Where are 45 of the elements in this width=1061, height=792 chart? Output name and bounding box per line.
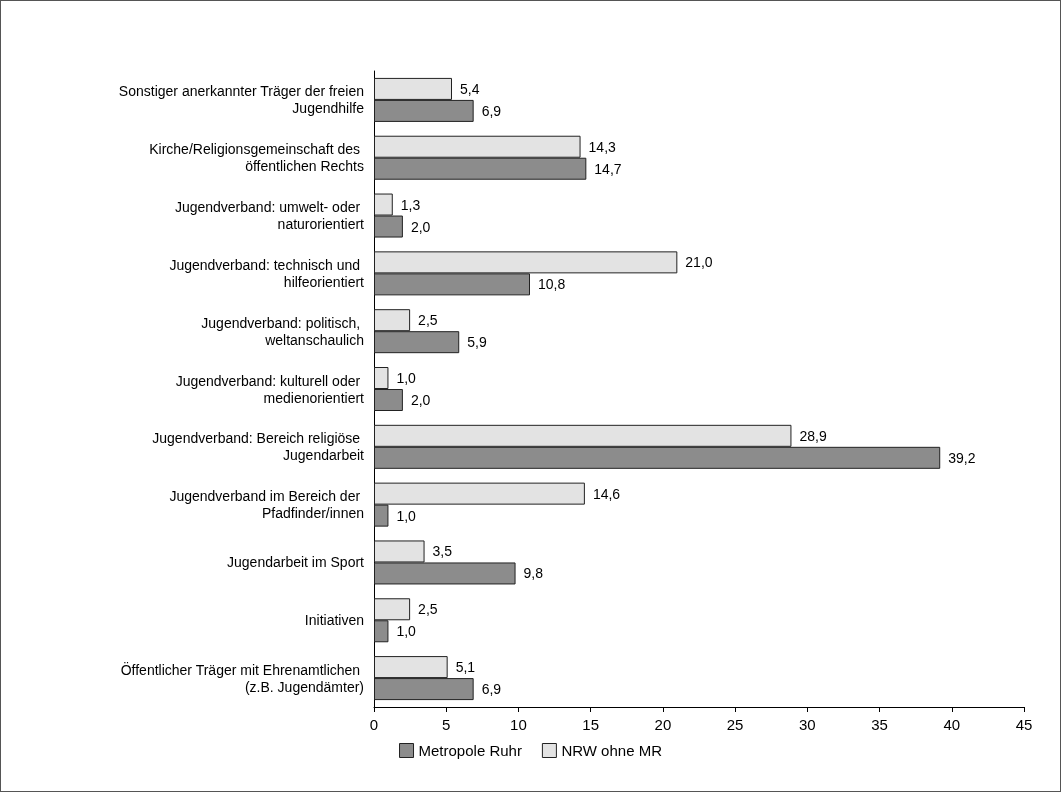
y-tick-label: Jugendverband: umwelt- oder naturorientiert: [174, 199, 365, 233]
data-label: 5,1: [455, 659, 476, 676]
x-tick-label: 0: [369, 716, 379, 733]
y-tick-label: Jugendverband: kulturell oder medienorientiert: [175, 372, 365, 406]
data-label: 1,0: [396, 507, 417, 524]
data-label: 28,9: [799, 427, 827, 444]
data-label: 2,0: [410, 392, 431, 408]
data-label: 14,6: [592, 485, 621, 502]
data-label: 2,0: [410, 218, 431, 235]
data-label: 21,0: [685, 254, 713, 271]
y-tick-label: Öffentlicher Träger mit Ehrenamtlichen (z.B. Jugendämter): [120, 660, 364, 695]
y-tick-label: Sonstiger anerkannter Träger der freien Jugendhilfe: [118, 83, 365, 117]
x-tick-label: 35: [871, 716, 888, 733]
data-label: 5,4: [460, 80, 480, 97]
x-tick-label: 20: [654, 716, 672, 733]
data-label: 6,9: [481, 102, 502, 119]
x-tick-label: 40: [943, 716, 961, 733]
x-tick-label: 45: [1015, 716, 1033, 733]
data-label: 14,3: [588, 138, 617, 155]
data-label: 1,0: [396, 370, 417, 386]
y-tick-label: Kirche/Religionsgemeinschaft des öffentlichen Rechts: [149, 141, 364, 175]
data-label: 2,5: [418, 601, 438, 618]
y-tick-label: Jugendarbeit im Sport: [227, 554, 365, 571]
legend-label: Metropole Ruhr: [418, 742, 522, 759]
data-label: 1,0: [396, 623, 417, 640]
y-tick-label: Jugendverband im Bereich der Pfadfinder/innen: [169, 488, 364, 522]
y-tick-label: Jugendverband: Bereich religiöse Jugendarbeit: [152, 430, 365, 464]
x-tick-label: 5: [442, 716, 451, 733]
x-tick-label: 30: [798, 716, 816, 733]
data-label: 39,2: [948, 449, 976, 466]
y-tick-label: Jugendverband: politisch, weltanschaulich: [201, 314, 364, 348]
data-label: 1,3: [400, 196, 421, 213]
x-tick-label: 25: [726, 716, 744, 733]
y-tick-label: Initiativen: [304, 612, 364, 629]
data-label: 10,8: [538, 276, 566, 293]
data-label: 6,9: [481, 681, 502, 698]
data-label: 5,9: [467, 334, 487, 351]
legend-label: NRW ohne MR: [561, 742, 663, 759]
x-tick-label: 15: [582, 716, 600, 733]
y-tick-label: Jugendverband: technisch und hilfeorientiert: [169, 256, 365, 290]
data-label: 9,8: [523, 565, 544, 582]
data-label: 2,5: [418, 312, 438, 329]
x-tick-label: 10: [510, 716, 527, 733]
data-label: 14,7: [594, 160, 622, 177]
data-label: 3,5: [432, 543, 453, 560]
